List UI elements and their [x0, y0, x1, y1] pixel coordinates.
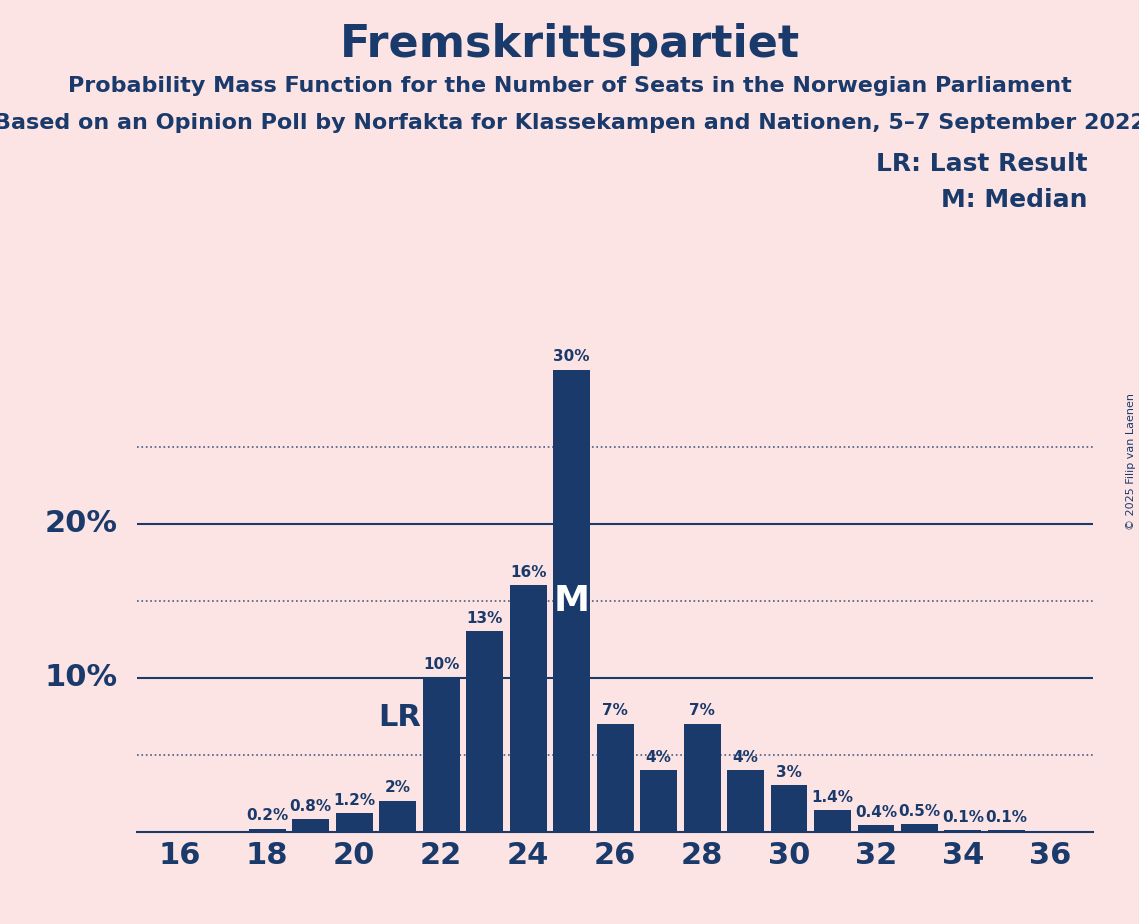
- Text: 7%: 7%: [603, 703, 628, 719]
- Text: 10%: 10%: [44, 663, 117, 692]
- Text: 1.4%: 1.4%: [811, 790, 853, 805]
- Text: Based on an Opinion Poll by Norfakta for Klassekampen and Nationen, 5–7 Septembe: Based on an Opinion Poll by Norfakta for…: [0, 113, 1139, 133]
- Text: 2%: 2%: [385, 781, 411, 796]
- Bar: [944, 830, 982, 832]
- Text: 16%: 16%: [510, 565, 547, 580]
- Bar: [988, 830, 1025, 832]
- Text: © 2025 Filip van Laenen: © 2025 Filip van Laenen: [1125, 394, 1136, 530]
- Text: 0.8%: 0.8%: [289, 799, 331, 814]
- Text: M: M: [554, 584, 590, 617]
- Text: 0.2%: 0.2%: [246, 808, 288, 823]
- Bar: [597, 723, 633, 832]
- Bar: [683, 723, 721, 832]
- Text: 20%: 20%: [44, 509, 117, 538]
- Text: 3%: 3%: [776, 765, 802, 780]
- Bar: [858, 825, 894, 832]
- Bar: [248, 829, 286, 832]
- Text: M: Median: M: Median: [941, 188, 1088, 213]
- Bar: [423, 677, 460, 832]
- Text: Probability Mass Function for the Number of Seats in the Norwegian Parliament: Probability Mass Function for the Number…: [67, 76, 1072, 96]
- Bar: [727, 770, 764, 832]
- Bar: [509, 585, 547, 832]
- Bar: [901, 824, 939, 832]
- Text: 4%: 4%: [646, 749, 672, 765]
- Text: LR: Last Result: LR: Last Result: [876, 152, 1088, 176]
- Text: 0.4%: 0.4%: [855, 805, 898, 821]
- Bar: [770, 785, 808, 832]
- Text: 13%: 13%: [466, 611, 502, 626]
- Text: 7%: 7%: [689, 703, 715, 719]
- Text: 4%: 4%: [732, 749, 759, 765]
- Bar: [379, 801, 416, 832]
- Bar: [554, 370, 590, 832]
- Text: LR: LR: [378, 702, 421, 732]
- Bar: [640, 770, 677, 832]
- Bar: [336, 813, 372, 832]
- Text: 0.1%: 0.1%: [985, 809, 1027, 824]
- Text: 1.2%: 1.2%: [333, 793, 375, 808]
- Text: 0.5%: 0.5%: [899, 804, 941, 819]
- Text: 30%: 30%: [554, 349, 590, 364]
- Text: Fremskrittspartiet: Fremskrittspartiet: [339, 23, 800, 67]
- Bar: [814, 810, 851, 832]
- Bar: [292, 820, 329, 832]
- Text: 10%: 10%: [423, 657, 459, 673]
- Text: 0.1%: 0.1%: [942, 809, 984, 824]
- Bar: [466, 631, 503, 832]
